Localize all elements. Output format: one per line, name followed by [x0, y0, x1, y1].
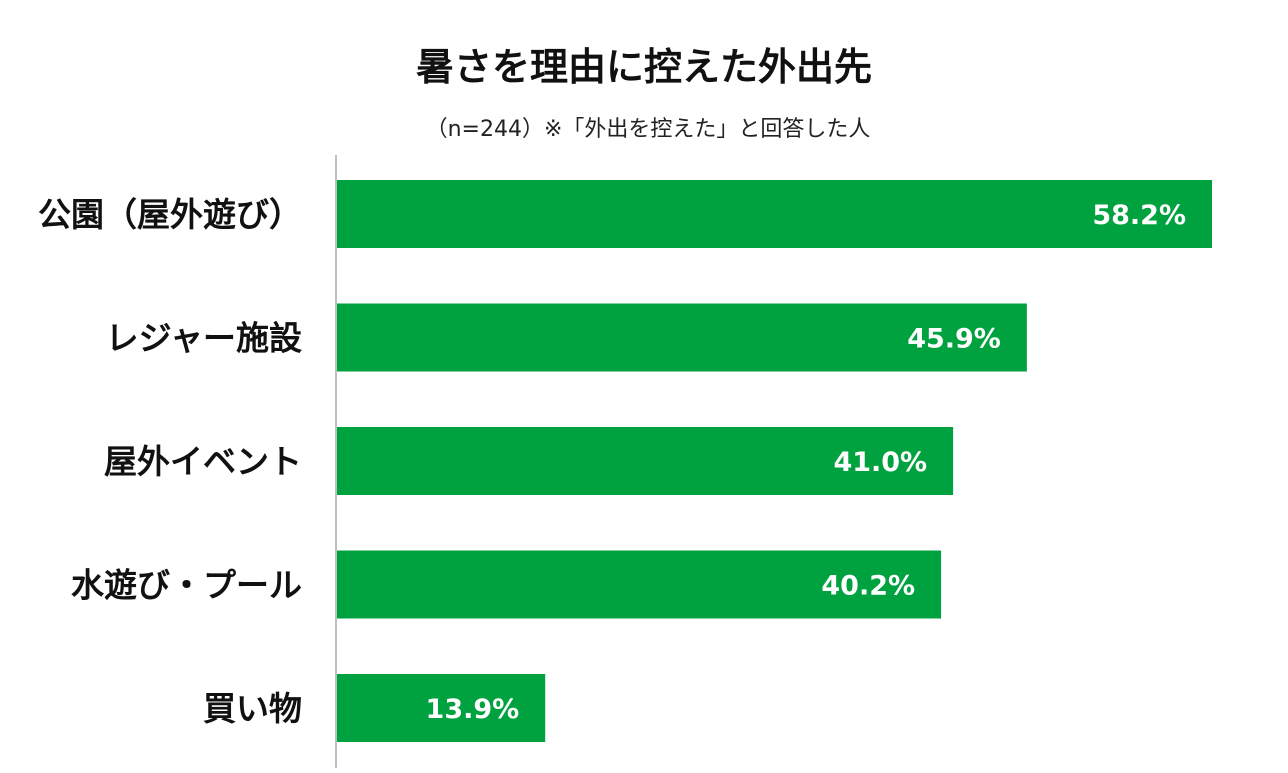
- chart-title: 暑さを理由に控えた外出先: [416, 45, 872, 89]
- bar-4: [336, 674, 546, 742]
- value-label-4: 13.9%: [426, 694, 520, 725]
- value-label-2: 41.0%: [833, 447, 927, 478]
- category-label-3: 水遊び・プール: [71, 566, 302, 605]
- category-label-4: 買い物: [203, 689, 302, 728]
- category-label-1: レジャー施設: [106, 319, 302, 358]
- bar-3: [336, 550, 942, 619]
- category-label-2: 屋外イベント: [104, 442, 302, 481]
- value-label-3: 40.2%: [821, 571, 915, 602]
- category-label-0: 公園（屋外遊び）: [38, 195, 302, 234]
- value-label-1: 45.9%: [907, 324, 1001, 355]
- bar-1: [336, 303, 1027, 372]
- bars-group: 公園（屋外遊び） 58.2% レジャー施設 45.9% 屋外イベント 41.0% 水遊び・プ…: [38, 180, 1212, 742]
- bar-2: [336, 427, 954, 495]
- value-label-0: 58.2%: [1092, 200, 1186, 231]
- chart-subtitle: （n=244）※「外出を控えた」と回答した人: [426, 117, 871, 142]
- bar-0: [336, 180, 1212, 248]
